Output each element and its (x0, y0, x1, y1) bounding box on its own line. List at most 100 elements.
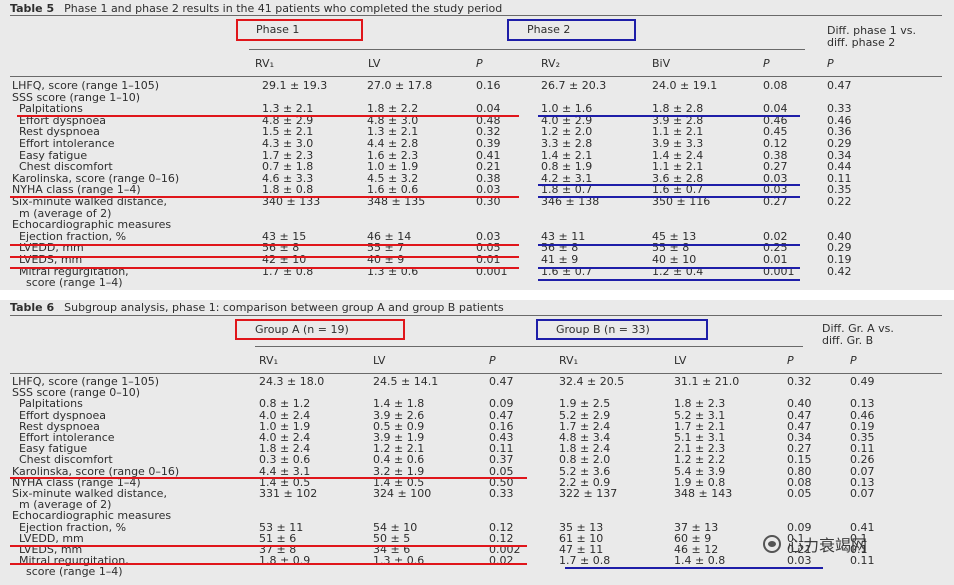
table-cell: 0.11 (827, 171, 852, 185)
table-cell: 0.11 (489, 442, 514, 456)
table-cell: 1.3 ± 0.6 (373, 554, 425, 568)
table-cell: 0.22 (827, 195, 852, 208)
row-label: m (average of 2) (12, 498, 112, 512)
col-header: P (827, 57, 834, 70)
table-cell: 0.41 (850, 520, 875, 534)
table-cell: 4.8 ± 2.9 (262, 113, 314, 127)
table-cell: 0.8 ± 1.2 (259, 397, 311, 411)
table-cell: 1.9 ± 0.8 (674, 475, 726, 489)
table-cell: 43 ± 11 (541, 229, 586, 243)
table-cell: 0.30 (476, 195, 501, 208)
col-header: RV₁ (255, 57, 274, 70)
table-cell: 0.46 (850, 408, 875, 422)
table-cell: 60 ± 9 (674, 531, 712, 545)
table-cell: 0.4 ± 0.6 (373, 453, 425, 467)
table-cell: 0.32 (787, 375, 812, 388)
table-cell: 0.03 (476, 183, 501, 197)
table-cell: 3.3 ± 2.8 (541, 137, 593, 150)
table-cell: 1.7 ± 2.3 (262, 148, 314, 162)
highlight-underline (538, 184, 800, 186)
table-cell: 5.1 ± 3.1 (674, 431, 726, 444)
table-cell: 0.12 (489, 531, 514, 545)
table-cell: 1.8 ± 2.3 (674, 397, 726, 411)
diff-header-line-1: Diff. phase 1 vs. (827, 24, 917, 37)
table-cell: 54 ± 10 (373, 520, 418, 534)
highlight-underline (10, 256, 519, 258)
table-cell: 1.6 ± 0.7 (652, 183, 704, 197)
table-cell: 46 ± 12 (674, 543, 719, 556)
row-label: SSS score (range 1–10) (12, 90, 141, 104)
diff-header-line-2: diff. phase 2 (827, 36, 896, 49)
group-header-rule (255, 346, 803, 347)
row-label: Echocardiographic measures (12, 509, 172, 523)
table-cell: 4.2 ± 3.1 (541, 171, 593, 185)
table-cell: 1.4 ± 2.1 (541, 148, 593, 162)
table-cell: 53 ± 11 (259, 520, 304, 534)
table-cell: 1.2 ± 2.2 (674, 453, 726, 467)
table-cell: 0.03 (763, 171, 788, 185)
row-label: SSS score (range 0–10) (12, 386, 141, 400)
table-cell: 1.8 ± 2.4 (559, 442, 611, 456)
table-cell: 0.1 (850, 531, 868, 545)
col-header: BiV (652, 57, 671, 70)
table-cell: 350 ± 116 (652, 195, 711, 208)
col-header: RV₂ (541, 57, 560, 70)
table-cell: 1.6 ± 0.6 (367, 183, 419, 197)
table-cell: 0.09 (787, 520, 812, 534)
table-cell: 4.6 ± 3.3 (262, 171, 314, 185)
table-cell: 61 ± 10 (559, 531, 604, 545)
table-cell: 0.40 (787, 397, 812, 411)
table-cell: 0.38 (763, 148, 788, 162)
table-cell: 3.9 ± 2.8 (652, 113, 704, 127)
table-cell: 0.12 (763, 137, 788, 150)
table-label: Table 5 (10, 2, 55, 15)
table-cell: 0.09 (489, 397, 514, 411)
table-cell: 0.19 (850, 419, 875, 433)
table-cell: 0.27 (763, 160, 788, 174)
table-cell: 1.3 ± 2.1 (262, 102, 314, 116)
table-cell: 4.3 ± 3.0 (262, 137, 314, 150)
table-cell: 0.04 (763, 102, 788, 116)
table-cell: 4.4 ± 2.8 (367, 137, 419, 150)
table-cell: 1.8 ± 0.9 (259, 554, 311, 568)
table-cell: 0.27 (787, 442, 812, 456)
phase-2-highlight-box: Phase 2 (507, 19, 636, 41)
table-cell: 0.34 (787, 431, 812, 444)
col-header: LV (674, 354, 687, 367)
table-cell: 0.35 (827, 183, 852, 197)
table-cell: 51 ± 6 (259, 531, 297, 545)
table-cell: 4.4 ± 3.1 (259, 464, 311, 478)
group-header-rule (249, 49, 805, 50)
table-cell: 0.41 (476, 148, 501, 162)
highlight-underline (565, 567, 823, 569)
table-cell: 27.0 ± 17.8 (367, 79, 433, 92)
table-cell: 0.46 (827, 113, 852, 127)
row-label: Effort intolerance (12, 431, 115, 444)
table-cell: 1.8 ± 2.2 (367, 102, 419, 116)
phase-1-highlight-box: Phase 1 (236, 19, 363, 41)
table-cell: 0.29 (827, 137, 852, 150)
table-cell: 1.2 ± 2.1 (373, 442, 425, 456)
table-cell: 0.03 (787, 554, 812, 568)
table-cell: 0.16 (489, 419, 514, 433)
table-cell: 1.8 ± 0.7 (541, 183, 593, 197)
diff-header-line-1: Diff. Gr. A vs. (822, 322, 894, 335)
table-cell: 3.2 ± 1.9 (373, 464, 425, 478)
table-cell: 2.2 ± 0.9 (559, 475, 611, 489)
table-cell: 0.13 (850, 475, 875, 489)
highlight-underline (538, 267, 800, 269)
table-cell: 41 ± 9 (541, 253, 579, 266)
table-cell: 0.48 (476, 113, 501, 127)
table-5: Table 5 Phase 1 and phase 2 results in th… (0, 0, 954, 290)
table-cell: 1.4 ± 0.5 (259, 475, 311, 489)
table-cell: 24.5 ± 14.1 (373, 375, 439, 388)
table-cell: 346 ± 138 (541, 195, 600, 208)
table-cell: 340 ± 133 (262, 195, 321, 208)
header-rule (10, 373, 942, 374)
table-cell: 0.45 (763, 125, 788, 139)
table-cell: 0.49 (850, 375, 875, 388)
highlight-underline (538, 279, 800, 281)
table-title: Subgroup analysis, phase 1: comparison b… (64, 301, 504, 314)
top-rule (10, 315, 942, 316)
row-label: m (average of 2) (12, 206, 112, 220)
